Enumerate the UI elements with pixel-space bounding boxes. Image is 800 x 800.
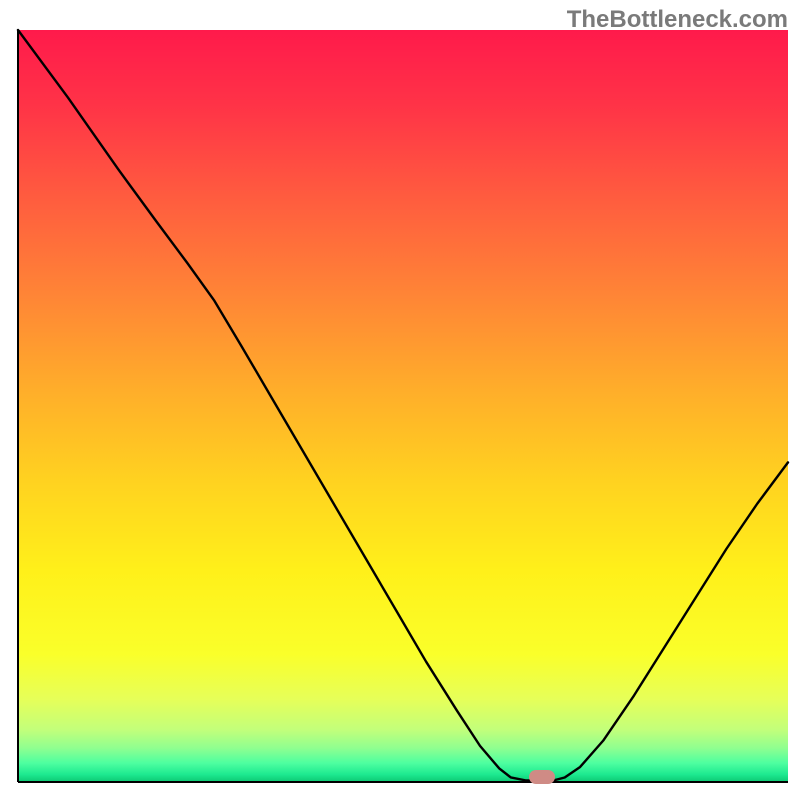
y-axis-line xyxy=(17,30,19,782)
x-axis-line xyxy=(18,781,788,783)
optimal-point-marker xyxy=(529,770,555,784)
plot-area xyxy=(18,30,788,782)
watermark-text: TheBottleneck.com xyxy=(567,6,788,34)
chart-container: TheBottleneck.com xyxy=(0,0,800,800)
bottleneck-curve xyxy=(18,30,788,781)
curve-svg xyxy=(18,30,788,782)
